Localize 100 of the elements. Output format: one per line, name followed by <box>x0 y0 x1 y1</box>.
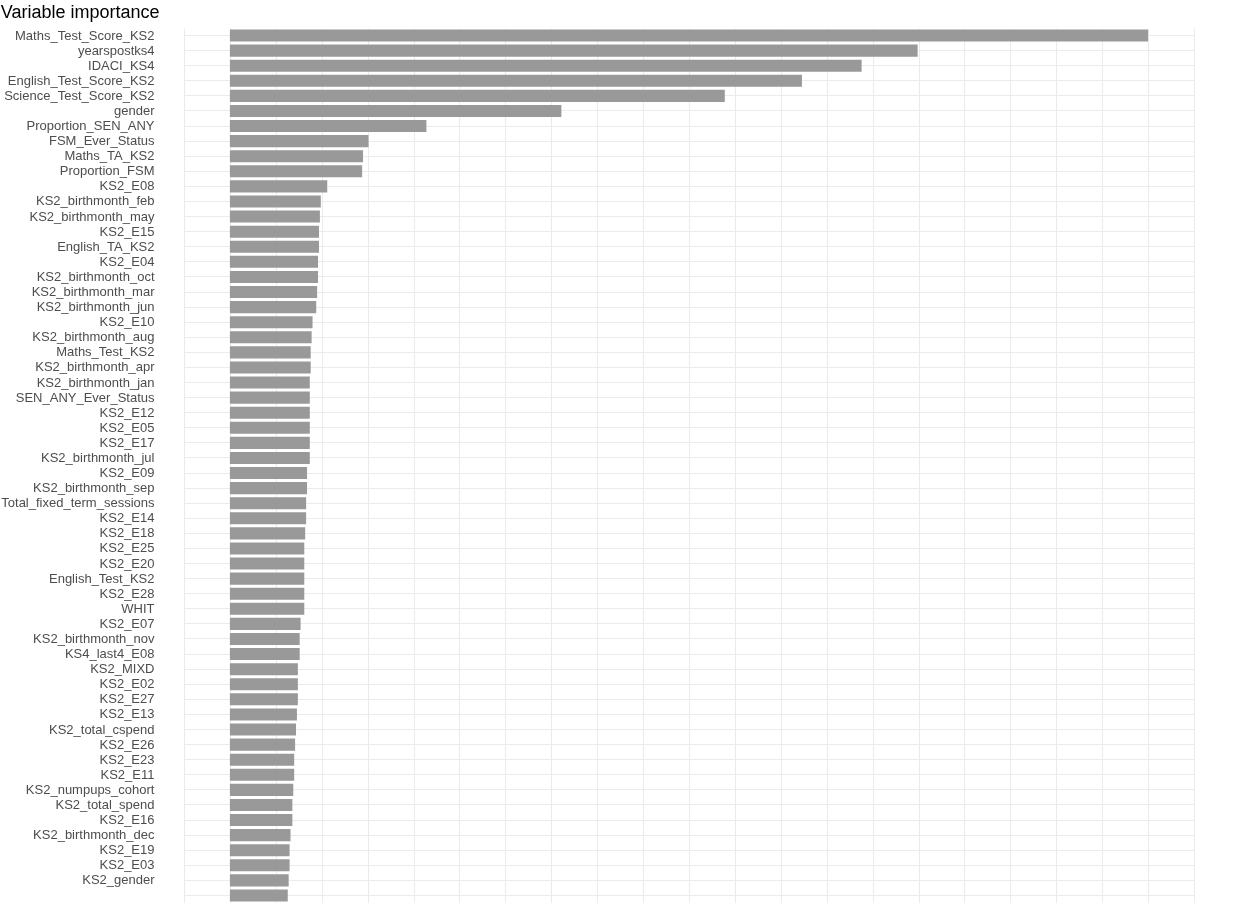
bar <box>229 195 321 208</box>
bar <box>229 331 312 344</box>
y-tick-label: Proportion_SEN_ANY <box>26 118 155 134</box>
y-tick-label: KS2_E16 <box>99 812 155 828</box>
bar <box>229 240 319 253</box>
y-tick-label: English_Test_Score_KS2 <box>7 72 155 88</box>
y-tick-label: KS2_E19 <box>99 842 155 858</box>
y-tick-label: Maths_Test_Score_KS2 <box>15 27 155 43</box>
bar <box>229 89 725 102</box>
bar <box>229 768 295 781</box>
y-tick-label: KS2_birthmonth_oct <box>36 268 155 284</box>
bar <box>229 210 320 223</box>
bar <box>229 255 319 268</box>
bar <box>229 723 297 736</box>
y-tick-label: KS2_birthmonth_nov <box>33 630 155 646</box>
y-tick-label: KS2_E13 <box>99 706 155 722</box>
bar <box>229 29 1149 42</box>
y-tick-label: KS2_E09 <box>99 465 155 481</box>
y-tick-label: KS2_E27 <box>99 691 155 707</box>
bar <box>229 527 306 540</box>
y-tick-label: KS2_birthmonth_may <box>29 208 155 224</box>
bar <box>229 361 311 374</box>
bar <box>229 59 862 72</box>
y-tick-label: KS2_E12 <box>99 404 155 420</box>
bar <box>229 648 300 661</box>
bar <box>229 512 307 525</box>
bar <box>229 738 296 751</box>
bar <box>229 44 918 57</box>
y-tick-label: Science_Test_Score_KS2 <box>4 87 155 103</box>
bar <box>229 497 307 510</box>
y-tick-label: KS2_birthmonth_aug <box>32 329 155 345</box>
y-tick-label: yearspostks4 <box>77 42 155 58</box>
bar <box>229 617 301 630</box>
bar <box>229 346 311 359</box>
y-tick-label: KS2_E20 <box>99 555 155 571</box>
bar <box>229 663 298 676</box>
bar <box>229 798 293 811</box>
y-tick-label: Total_fixed_term_sessions <box>1 495 155 511</box>
y-tick-label: SEN_ANY_Ever_Status <box>15 389 155 405</box>
y-tick-label: KS2_MIXD <box>90 661 155 677</box>
bar <box>229 859 290 872</box>
bar <box>229 602 305 615</box>
bar <box>229 844 290 857</box>
bar <box>229 421 310 434</box>
y-tick-label: KS2_E25 <box>99 540 155 556</box>
y-tick-label: Maths_Test_KS2 <box>56 344 155 360</box>
bar <box>229 693 298 706</box>
y-tick-label: KS2_E08 <box>99 178 155 194</box>
bar <box>229 482 308 495</box>
bar <box>229 406 310 419</box>
bar <box>229 813 293 827</box>
bar <box>229 542 305 555</box>
bar <box>229 120 427 133</box>
y-tick-label: KS2_E18 <box>99 525 155 541</box>
bar <box>229 74 802 87</box>
y-tick-label: FSM_Ever_Status <box>49 133 155 149</box>
y-tick-label: KS2_E04 <box>99 253 155 269</box>
bar <box>229 104 562 118</box>
y-tick-label: KS2_birthmonth_apr <box>35 359 156 375</box>
y-tick-label: WHIT <box>121 600 155 616</box>
y-tick-label: KS2_E15 <box>99 223 155 239</box>
y-tick-label: English_Test_KS2 <box>48 570 155 586</box>
bar <box>229 587 305 600</box>
bar <box>229 678 298 691</box>
bar <box>229 874 289 887</box>
y-tick-label: KS2_E05 <box>99 419 155 435</box>
y-tick-label: IDACI_KS4 <box>88 57 155 73</box>
bar <box>229 301 317 314</box>
y-tick-label: KS2_birthmonth_jan <box>36 374 155 390</box>
bar <box>229 436 310 449</box>
bar <box>229 829 291 842</box>
y-tick-label: KS2_E02 <box>99 676 155 692</box>
text: Variable importance <box>0 2 160 22</box>
bar <box>229 451 310 464</box>
y-tick-label: KS2_birthmonth_dec <box>33 827 155 843</box>
y-tick-label: KS2_E28 <box>99 585 155 601</box>
y-tick-label: KS2_gender <box>82 872 156 888</box>
y-tick-label: KS2_E03 <box>99 857 155 873</box>
y-tick-label: KS2_birthmonth_mar <box>31 284 156 300</box>
y-tick-label: KS2_E17 <box>99 434 155 450</box>
bar <box>229 316 313 329</box>
y-tick-label: KS2_E14 <box>99 510 155 526</box>
y-tick-label: KS2_total_spend <box>55 796 155 812</box>
y-tick-label: Proportion_FSM <box>59 163 155 179</box>
y-tick-label: English_TA_KS2 <box>57 238 155 254</box>
bar <box>229 376 310 389</box>
bar <box>229 572 305 585</box>
bar <box>229 708 297 721</box>
bar <box>229 557 305 570</box>
y-tick-label: KS2_E26 <box>99 736 155 752</box>
bar <box>229 285 318 299</box>
bar <box>229 225 319 238</box>
bar <box>229 753 295 766</box>
bar <box>229 180 328 193</box>
y-tick-label: KS2_birthmonth_sep <box>33 480 155 496</box>
bar <box>229 135 369 148</box>
y-tick-label: KS2_birthmonth_feb <box>35 193 155 209</box>
y-tick-label: KS2_birthmonth_jul <box>41 449 155 465</box>
y-tick-label: Maths_TA_KS2 <box>64 148 155 164</box>
y-tick-label: KS2_numpups_cohort <box>25 781 155 797</box>
